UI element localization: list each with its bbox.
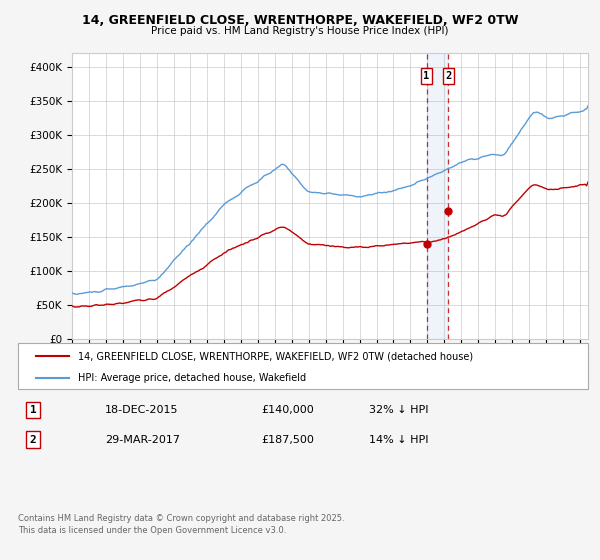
Text: Price paid vs. HM Land Registry's House Price Index (HPI): Price paid vs. HM Land Registry's House … bbox=[151, 26, 449, 36]
Text: 29-MAR-2017: 29-MAR-2017 bbox=[105, 435, 180, 445]
Text: HPI: Average price, detached house, Wakefield: HPI: Average price, detached house, Wake… bbox=[78, 373, 306, 382]
Text: 2: 2 bbox=[29, 435, 37, 445]
Bar bbox=[427, 53, 448, 339]
Text: 32% ↓ HPI: 32% ↓ HPI bbox=[369, 405, 428, 415]
Text: 14, GREENFIELD CLOSE, WRENTHORPE, WAKEFIELD, WF2 0TW: 14, GREENFIELD CLOSE, WRENTHORPE, WAKEFI… bbox=[82, 14, 518, 27]
Text: £140,000: £140,000 bbox=[261, 405, 314, 415]
Text: 1: 1 bbox=[424, 71, 430, 81]
Text: 14, GREENFIELD CLOSE, WRENTHORPE, WAKEFIELD, WF2 0TW (detached house): 14, GREENFIELD CLOSE, WRENTHORPE, WAKEFI… bbox=[78, 351, 473, 361]
Text: 1: 1 bbox=[29, 405, 37, 415]
Text: 18-DEC-2015: 18-DEC-2015 bbox=[105, 405, 179, 415]
Text: £187,500: £187,500 bbox=[261, 435, 314, 445]
Text: 14% ↓ HPI: 14% ↓ HPI bbox=[369, 435, 428, 445]
Text: Contains HM Land Registry data © Crown copyright and database right 2025.
This d: Contains HM Land Registry data © Crown c… bbox=[18, 514, 344, 535]
Text: 2: 2 bbox=[445, 71, 451, 81]
